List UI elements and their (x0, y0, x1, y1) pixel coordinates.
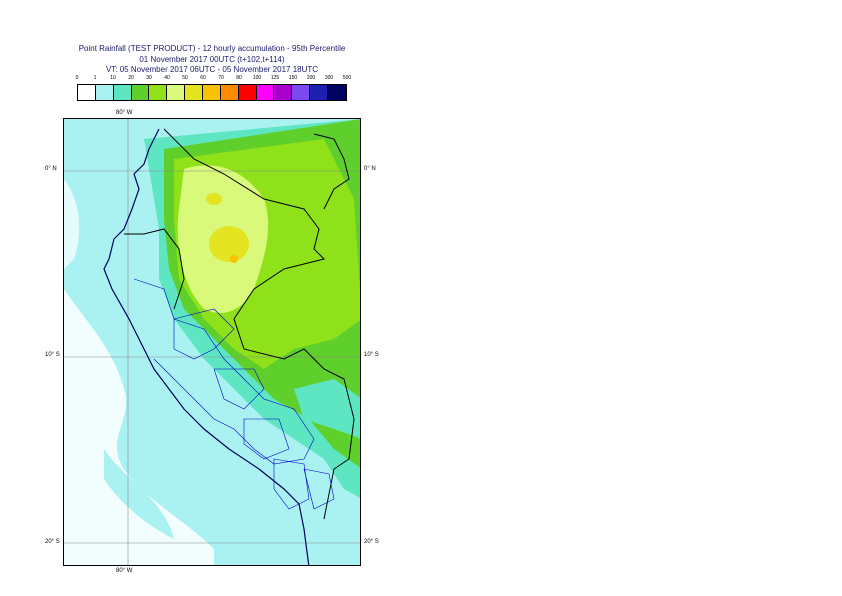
map-title: Point Rainfall (TEST PRODUCT) - 12 hourl… (78, 44, 346, 53)
legend-swatch (292, 85, 311, 100)
legend-tick-label: 40 (164, 75, 170, 81)
land-50mm-spot (206, 193, 222, 205)
land-60mm-spot (230, 255, 238, 263)
legend-swatch (310, 85, 329, 100)
regional-border-3 (243, 418, 290, 460)
land-east-teal (294, 379, 360, 439)
legend-swatch (220, 85, 239, 100)
lat-label-0-left: 0° N (45, 166, 57, 172)
lat-label-0-right: 0° N (364, 166, 376, 172)
ocean-low-area-north (64, 179, 80, 269)
legend-tick-label: 500 (342, 75, 352, 81)
legend-tick-label: 10 (110, 75, 116, 81)
legend-tick-label: 150 (288, 75, 298, 81)
legend-tick-label: 60 (200, 75, 206, 81)
legend-tick-label: 80 (236, 75, 242, 81)
valid-time: VT: 05 November 2017 06UTC - 05 November… (105, 65, 319, 74)
regional-border-2 (213, 368, 265, 410)
lat-label-20-right: 20° S (364, 539, 379, 545)
country-border (163, 128, 355, 520)
country-border-ecuador (124, 228, 185, 310)
lat-label-20-left: 20° S (45, 539, 60, 545)
legend-swatch (238, 85, 257, 100)
legend-swatch (328, 85, 346, 100)
land-50mm-core (209, 226, 249, 262)
legend-swatch (167, 85, 186, 100)
legend-swatch (185, 85, 204, 100)
lat-label-10-right: 10° S (364, 352, 379, 358)
ocean-band (104, 449, 174, 539)
legend-swatch (274, 85, 293, 100)
legend-tick-label: 125 (270, 75, 280, 81)
legend-swatch (95, 85, 114, 100)
legend-tick-label: 0 (75, 75, 79, 81)
regional-border-4 (273, 458, 310, 510)
legend-tick-label: 300 (324, 75, 334, 81)
rainfall-map (63, 118, 361, 566)
rainfall-legend: 0 1 10 20 30 40 50 60 70 80 100 125 150 200 300 500 (75, 75, 351, 103)
legend-tick-label: 100 (252, 75, 262, 81)
lat-label-10-left: 10° S (45, 352, 60, 358)
lon-label-top: 80° W (116, 110, 133, 116)
legend-tick-label: 70 (218, 75, 224, 81)
lon-label-bottom: 80° W (116, 568, 133, 574)
coastline (103, 128, 310, 565)
regional-border-1 (173, 308, 235, 360)
ocean-low-area (64, 289, 214, 565)
legend-tick-label: 1 (93, 75, 97, 81)
regional-border-5 (303, 468, 335, 510)
legend-tick-label: 200 (306, 75, 316, 81)
legend-swatch (149, 85, 168, 100)
base-time: 01 November 2017 00UTC (t+102,t+114) (139, 55, 285, 64)
legend-swatch (203, 85, 221, 100)
legend-swatch (131, 85, 150, 100)
legend-swatch (78, 85, 96, 100)
legend-tick-label: 20 (128, 75, 134, 81)
map-canvas (64, 119, 360, 565)
legend-color-bar (77, 84, 347, 101)
legend-tick-label: 50 (182, 75, 188, 81)
regional-borders (133, 278, 315, 465)
legend-swatch (256, 85, 275, 100)
country-border-north (313, 133, 350, 210)
legend-swatch (113, 85, 132, 100)
legend-tick-label: 30 (146, 75, 152, 81)
